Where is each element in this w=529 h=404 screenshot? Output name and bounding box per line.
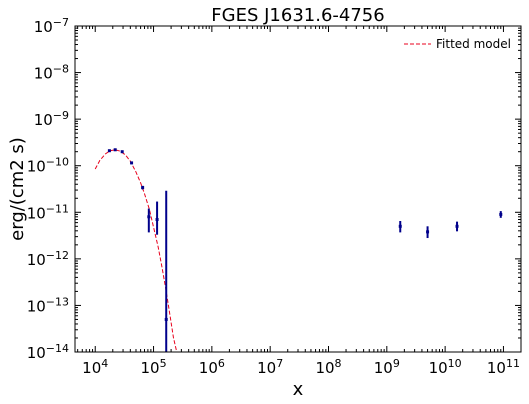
y-tick-label: 10−11 xyxy=(27,202,69,222)
y-tick-label: 10−8 xyxy=(34,63,69,83)
x-tick-label: 108 xyxy=(315,357,341,377)
y-tick-label: 10−7 xyxy=(34,16,69,36)
y-axis-ticks: 10−14 10−13 10−12 10−11 10−10 10−9 10−8 10−7 xyxy=(27,16,521,362)
legend: Fitted model xyxy=(404,37,511,51)
legend-label-fitted-model: Fitted model xyxy=(436,37,511,51)
data-point xyxy=(165,318,168,321)
data-points-series xyxy=(108,148,502,352)
data-point xyxy=(108,149,111,152)
x-tick-label: 1011 xyxy=(487,357,520,377)
y-tick-label: 10−14 xyxy=(27,342,69,362)
x-tick-label: 104 xyxy=(82,357,108,377)
data-point xyxy=(121,150,124,153)
x-tick-label: 109 xyxy=(374,357,400,377)
fitted-model-line xyxy=(95,150,177,352)
y-tick-label: 10−9 xyxy=(34,109,69,129)
chart-title: FGES J1631.6-4756 xyxy=(211,5,384,26)
y-tick-label: 10−13 xyxy=(27,295,69,315)
data-point xyxy=(114,148,117,151)
data-point xyxy=(147,215,150,218)
data-point xyxy=(456,225,459,228)
data-point xyxy=(426,230,429,233)
y-axis-label: erg/(cm2 s) xyxy=(7,137,28,241)
x-axis-ticks: 104 105 106 107 108 109 1010 1011 xyxy=(78,26,521,377)
data-point xyxy=(399,225,402,228)
x-tick-label: 106 xyxy=(199,357,225,377)
data-point xyxy=(130,161,133,164)
data-point xyxy=(141,186,144,189)
x-tick-label: 1010 xyxy=(429,357,462,377)
plot-area: 104 105 106 107 108 109 1010 1011 10−1410−1310−… xyxy=(27,16,521,377)
x-tick-label: 107 xyxy=(257,357,283,377)
data-point xyxy=(499,213,502,216)
y-tick-label: 10−10 xyxy=(27,156,69,176)
x-axis-label: x xyxy=(293,379,304,400)
data-point xyxy=(156,218,159,221)
y-tick-label: 10−12 xyxy=(27,249,69,269)
fitted-model-series xyxy=(95,150,177,352)
x-tick-label: 105 xyxy=(140,357,166,377)
